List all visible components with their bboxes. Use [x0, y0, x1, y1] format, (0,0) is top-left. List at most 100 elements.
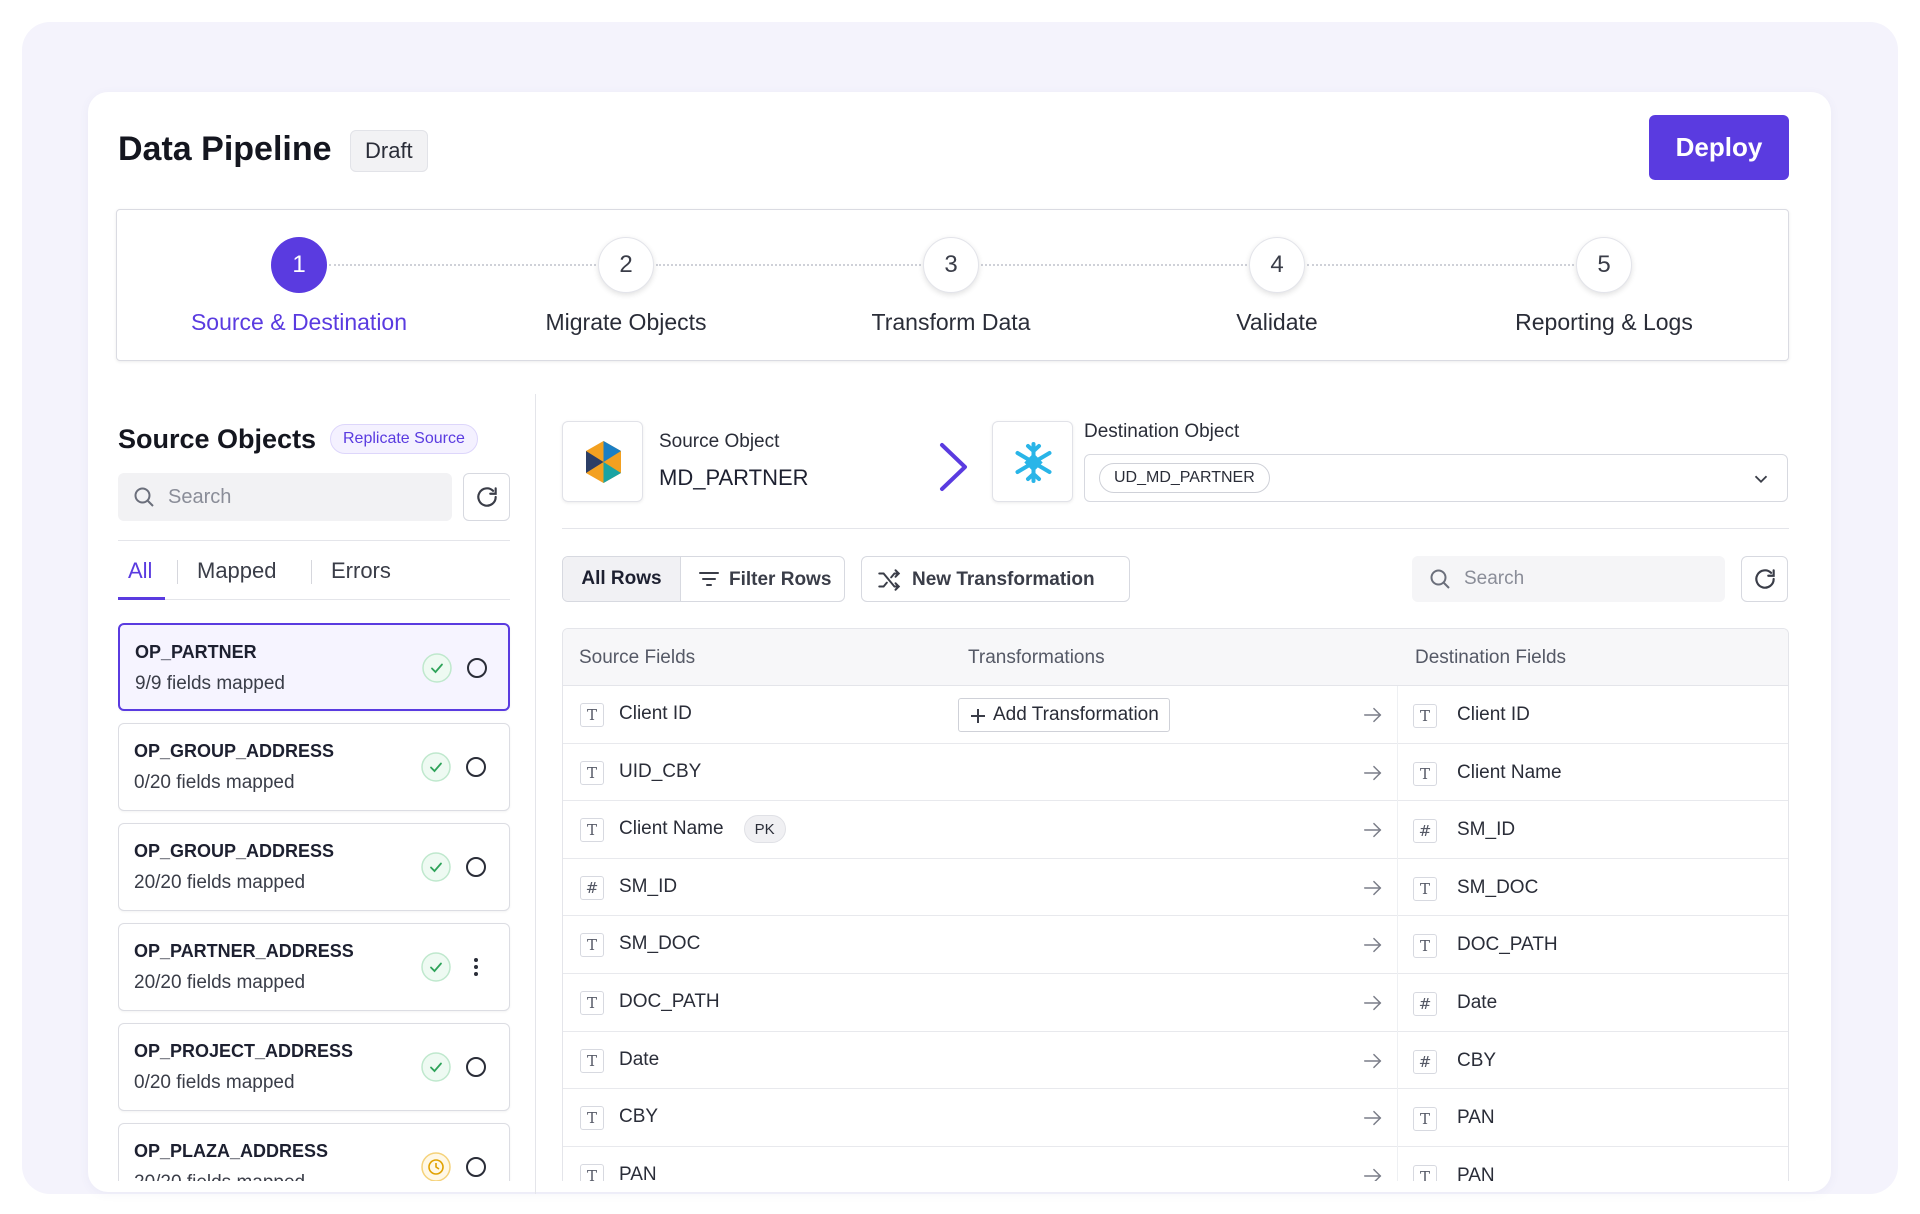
status-badge: Draft: [350, 130, 428, 172]
status-icon-part: [421, 952, 451, 982]
replicate-badge[interactable]: Replicate Source: [330, 424, 478, 454]
source-field: Client ID: [619, 703, 692, 724]
status-icon: [421, 652, 453, 689]
object-card[interactable]: OP_PROJECT_ADDRESS 0/20 fields mapped: [118, 1023, 510, 1111]
select-radio[interactable]: [464, 855, 488, 884]
refresh-button[interactable]: [1741, 556, 1788, 602]
tab[interactable]: Errors: [331, 558, 391, 583]
menu-icon-part: [474, 958, 478, 962]
filter-icon: [697, 567, 721, 596]
object-card[interactable]: OP_GROUP_ADDRESS 0/20 fields mapped: [118, 723, 510, 811]
mapping-arrow-part: [1364, 707, 1382, 723]
refresh-button-part: [476, 487, 497, 507]
refresh-button-part: [476, 487, 497, 507]
select-radio[interactable]: [464, 755, 488, 784]
mapping-row: T UID_CBY T Client Name: [563, 743, 1788, 802]
mapping-arrow: [1362, 704, 1384, 731]
mapping-arrow-part: [1364, 765, 1382, 780]
mapping-arrow-part: [1373, 995, 1382, 1011]
mapping-row: T CBY T PAN: [563, 1089, 1788, 1147]
mapping-row: T Date # CBY: [563, 1031, 1788, 1090]
status-icon-part: [435, 1163, 440, 1170]
add-transformation-button[interactable]: Add Transformation: [958, 698, 1170, 732]
step-connector: [329, 264, 596, 266]
key-badge: PK: [743, 815, 786, 844]
object-name: OP_PARTNER_ADDRESS: [134, 941, 354, 961]
select-radio-part: [467, 658, 487, 678]
shuffle-icon-part: [894, 569, 901, 578]
step-circle[interactable]: 4: [1249, 237, 1305, 293]
refresh-button-part: [1754, 569, 1775, 589]
object-card[interactable]: OP_PARTNER 9/9 fields mapped: [118, 623, 510, 711]
refresh-button[interactable]: [463, 473, 510, 521]
type-icon: T: [1413, 761, 1437, 786]
new-transformation-button[interactable]: New Transformation: [861, 556, 1130, 602]
object-card[interactable]: OP_PLAZA_ADDRESS 20/20 fields mapped: [118, 1123, 510, 1181]
column-divider: [1397, 1031, 1398, 1090]
chevron-part: [1754, 475, 1768, 484]
search-placeholder: Search: [168, 486, 232, 508]
object-card[interactable]: OP_PARTNER_ADDRESS 20/20 fields mapped: [118, 923, 510, 1011]
step-label[interactable]: Migrate Objects: [545, 309, 707, 335]
destination-field: DOC_PATH: [1457, 934, 1558, 956]
step-circle[interactable]: 2: [598, 237, 654, 293]
status-icon-part: [421, 852, 451, 882]
status-icon-part: [421, 752, 451, 782]
column-divider: [1397, 801, 1398, 859]
select-radio[interactable]: [464, 1155, 488, 1181]
column-divider: [1397, 743, 1398, 802]
destination-select[interactable]: UD_MD_PARTNER: [1084, 454, 1788, 502]
type-icon: #: [1413, 1049, 1437, 1074]
search-box[interactable]: Search: [118, 473, 452, 521]
status-icon-part: [421, 852, 451, 882]
status-icon-part: [430, 862, 442, 873]
filter-rows-button[interactable]: Filter Rows: [681, 557, 844, 601]
select-radio[interactable]: [464, 1055, 488, 1084]
object-card[interactable]: OP_GROUP_ADDRESS 20/20 fields mapped: [118, 823, 510, 911]
mapping-row: T DOC_PATH # Date: [563, 974, 1788, 1032]
step-circle[interactable]: 1: [271, 237, 327, 293]
mapping-arrow: [1362, 1050, 1384, 1077]
column-divider: [1397, 974, 1398, 1032]
source-icon-box: [562, 421, 643, 502]
step-circle[interactable]: 5: [1576, 237, 1632, 293]
status-icon-part: [430, 762, 442, 773]
type-icon: T: [580, 1048, 604, 1073]
column-header: Source Fields: [579, 647, 696, 668]
column-header: Transformations: [968, 647, 1105, 668]
destination-icon-box-part: [1026, 471, 1041, 481]
object-status: 20/20 fields mapped: [134, 972, 306, 993]
step-label[interactable]: Source & Destination: [190, 309, 408, 335]
source-field: DOC_PATH: [619, 991, 720, 1012]
tab[interactable]: All: [128, 558, 153, 583]
object-name: OP_PLAZA_ADDRESS: [134, 1141, 329, 1161]
all-rows-button[interactable]: All Rows: [563, 557, 681, 601]
menu-icon-part: [474, 965, 478, 969]
step-label[interactable]: Reporting & Logs: [1515, 309, 1693, 335]
shuffle-icon-part: [894, 582, 901, 591]
column-header: Destination Fields: [1415, 647, 1567, 668]
step-circle[interactable]: 3: [923, 237, 979, 293]
step-label[interactable]: Validate: [1236, 309, 1318, 335]
mapping-row: T Client ID Add Transformation T Client ID: [563, 686, 1788, 744]
status-icon-part: [421, 952, 451, 982]
mapping-arrow-part: [1373, 1168, 1382, 1181]
menu-icon[interactable]: [464, 955, 488, 984]
mapping-arrow-part: [1364, 1053, 1382, 1068]
object-name: OP_GROUP_ADDRESS: [134, 741, 335, 761]
search-icon-part: [134, 487, 151, 504]
mapping-arrow-part: [1364, 880, 1382, 895]
object-status: 20/20 fields mapped: [134, 872, 306, 893]
tabs-rule: [118, 599, 510, 600]
step-label[interactable]: Transform Data: [871, 309, 1031, 335]
select-radio[interactable]: [465, 656, 489, 685]
object-status: 0/20 fields mapped: [134, 1072, 295, 1093]
flow-arrow-part: [940, 443, 967, 491]
deploy-button[interactable]: Deploy: [1649, 115, 1789, 180]
table-search[interactable]: Search: [1412, 556, 1725, 602]
status-icon-part: [428, 1159, 444, 1175]
mapping-arrow-part: [1373, 707, 1382, 723]
tab[interactable]: Mapped: [197, 558, 277, 583]
object-status: 0/20 fields mapped: [134, 772, 295, 793]
